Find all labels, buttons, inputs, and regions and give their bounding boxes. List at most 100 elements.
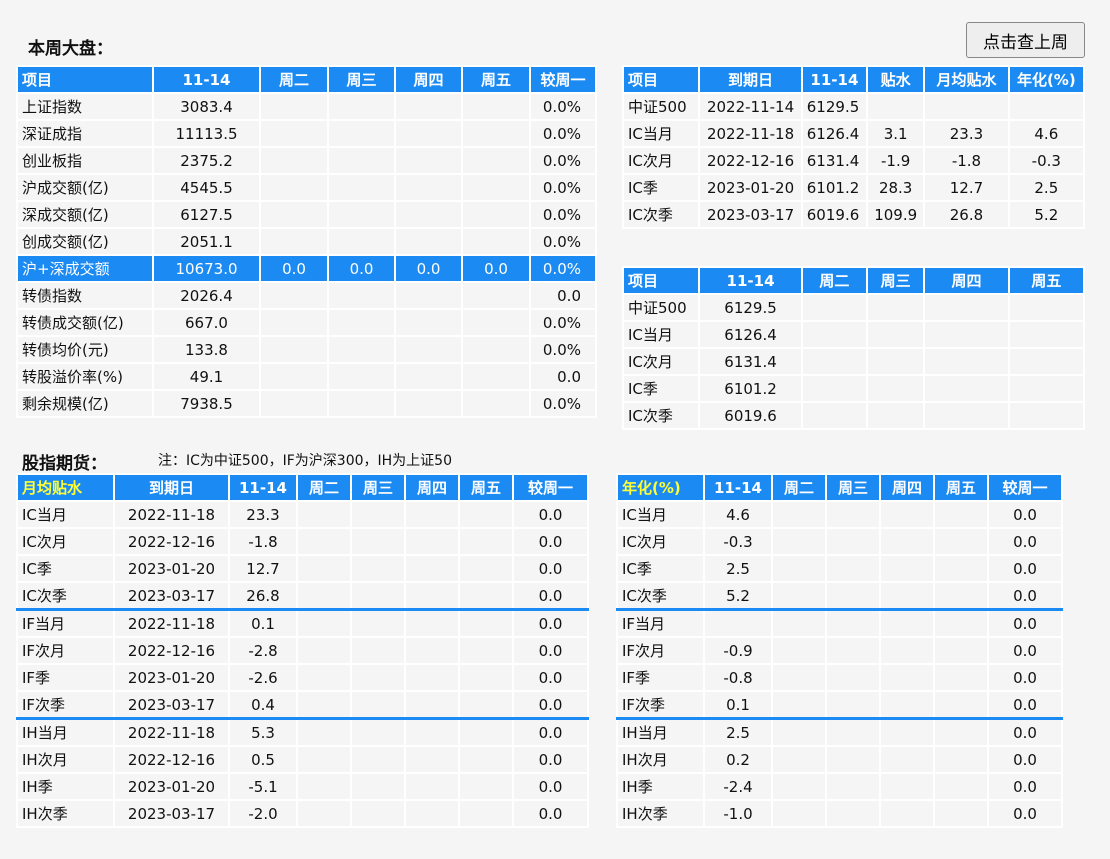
cell-value: -2.6 (228, 663, 298, 692)
column-header: 周二 (771, 473, 827, 502)
cell-value: 0.1 (703, 690, 773, 720)
cell-value (1007, 320, 1086, 349)
cell-value (825, 745, 881, 774)
cell-value (394, 173, 463, 202)
row-label: 创业板指 (16, 146, 154, 175)
cell-value (394, 119, 463, 148)
cell-value: 2023-01-20 (113, 663, 230, 692)
cell-value (879, 772, 935, 801)
cell-value: 0.0 (987, 690, 1063, 720)
cell-value: 0.0% (529, 119, 597, 148)
cell-value (800, 401, 869, 430)
row-label: 中证500 (621, 92, 701, 121)
row-label: 转债成交额(亿) (16, 308, 154, 337)
header-row: 项目 11-14 周二 周三 周四 周五 较周一 (16, 65, 597, 94)
cell-value (296, 799, 352, 828)
cell-value (296, 608, 352, 638)
cell-value (350, 636, 406, 665)
row-label: 深证成指 (16, 119, 154, 148)
table-row: 剩余规模(亿) 7938.5 0.0% (16, 389, 597, 418)
table-row: IC次月 -0.3 0.0 (616, 527, 1063, 556)
cell-value: 4.6 (703, 500, 773, 529)
cell-value: 2.5 (1007, 173, 1086, 202)
cell-value (1007, 293, 1086, 322)
cell-value (350, 581, 406, 611)
cell-value (296, 581, 352, 611)
cell-value: 0.0 (987, 554, 1063, 583)
cell-value (933, 717, 989, 747)
cell-value: 0.0 (529, 362, 597, 391)
cell-value (923, 347, 1010, 376)
cell-value (259, 227, 329, 256)
cell-value (923, 92, 1010, 121)
cell-value: 0.0 (512, 663, 589, 692)
cell-value (350, 500, 406, 529)
cell-value: -1.8 (228, 527, 298, 556)
prev-week-button[interactable]: 点击查上周 (966, 22, 1085, 58)
cell-value (296, 636, 352, 665)
cell-value: 0.0 (529, 281, 597, 310)
cell-value: 2375.2 (152, 146, 261, 175)
row-label: IF季 (16, 663, 115, 692)
column-header: 项目 (16, 65, 154, 94)
cell-value: 11113.5 (152, 119, 261, 148)
cell-value (394, 335, 463, 364)
column-header: 到期日 (113, 473, 230, 502)
cell-value (825, 690, 881, 720)
cell-value (350, 799, 406, 828)
cell-value (1007, 347, 1086, 376)
cell-value (259, 119, 329, 148)
column-header: 较周一 (512, 473, 589, 502)
cell-value (404, 554, 460, 583)
cell-value: 2022-12-16 (698, 146, 803, 175)
cell-value: 2022-12-16 (113, 636, 230, 665)
cell-value (771, 608, 827, 638)
cell-value (404, 772, 460, 801)
cell-value: 0.0 (512, 799, 589, 828)
cell-value: 0.0 (512, 500, 589, 529)
table-row: IF当月 0.0 (616, 608, 1063, 638)
cell-value (825, 799, 881, 828)
cell-value: 6127.5 (152, 200, 261, 229)
cell-value (866, 293, 926, 322)
column-header: 11-14 (703, 473, 773, 502)
cell-value: 4.6 (1007, 119, 1086, 148)
table-row: IF次月 2022-12-16 -2.8 0.0 (16, 636, 589, 665)
row-label: IF当月 (616, 608, 705, 638)
cell-value (327, 200, 396, 229)
table-row: 深成交额(亿) 6127.5 0.0% (16, 200, 597, 229)
cell-value (771, 717, 827, 747)
column-header: 周五 (461, 65, 531, 94)
cell-value: 2022-11-18 (698, 119, 803, 148)
header-row: 年化(%) 11-14 周二 周三 周四 周五 较周一 (616, 473, 1063, 502)
cell-value (350, 772, 406, 801)
cell-value (296, 500, 352, 529)
cell-value (259, 389, 329, 418)
cell-value (923, 320, 1010, 349)
table-row: IC次季 2023-03-17 26.8 0.0 (16, 581, 589, 611)
cell-value (327, 227, 396, 256)
table-row: IF次季 2023-03-17 0.4 0.0 (16, 690, 589, 720)
table-row: IH次季 -1.0 0.0 (616, 799, 1063, 828)
cell-value (404, 663, 460, 692)
row-label: IC次季 (621, 200, 701, 229)
cell-value (933, 636, 989, 665)
table-row: 创成交额(亿) 2051.1 0.0% (16, 227, 597, 256)
cell-value (933, 799, 989, 828)
row-label: IC次月 (16, 527, 115, 556)
row-label: 深成交额(亿) (16, 200, 154, 229)
column-header: 周三 (825, 473, 881, 502)
cell-value (327, 335, 396, 364)
cell-value (879, 581, 935, 611)
cell-value (259, 200, 329, 229)
cell-value (394, 308, 463, 337)
row-label: IC当月 (621, 320, 701, 349)
cell-value: 5.2 (1007, 200, 1086, 229)
cell-value (879, 799, 935, 828)
table-row: IH季 -2.4 0.0 (616, 772, 1063, 801)
cell-value: 0.0 (987, 663, 1063, 692)
cell-value (458, 554, 514, 583)
column-header: 项目 (621, 266, 701, 295)
row-label: IF次季 (616, 690, 705, 720)
cell-value (458, 500, 514, 529)
